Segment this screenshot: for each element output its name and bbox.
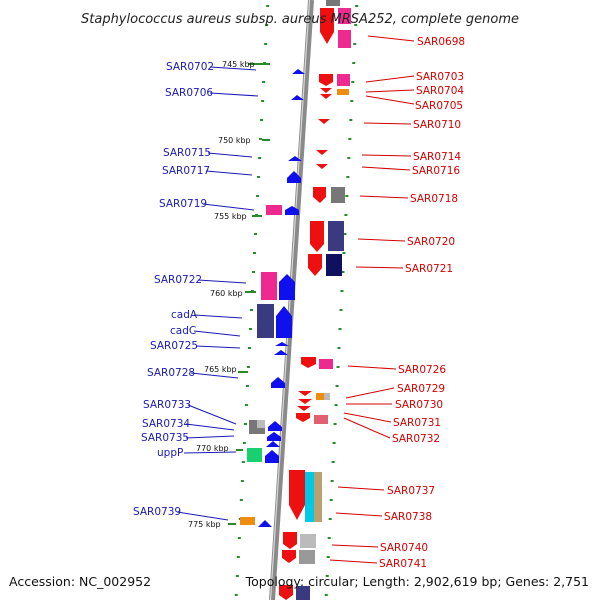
gene-label-uppp[interactable]: uppP [157,447,183,459]
accession-text: Accession: NC_002952 [9,574,151,589]
gene-label-sar0717[interactable]: SAR0717 [162,165,210,177]
kbp-765: 765 kbp [204,365,237,374]
gene-label-sar0740[interactable]: SAR0740 [380,542,428,554]
gene-label-sar0698[interactable]: SAR0698 [417,36,465,48]
gene-label-sar0737[interactable]: SAR0737 [387,485,435,497]
gene-label-sar0725[interactable]: SAR0725 [150,340,198,352]
kbp-775: 775 kbp [188,520,221,529]
gene-label-sar0728[interactable]: SAR0728 [147,367,195,379]
kbp-markers: 745 kbp 750 kbp 755 kbp 760 kbp 765 kbp … [188,60,270,529]
label-leader-lines [176,35,415,564]
topology-text: Topology: circular; Length: 2,902,619 bp… [245,574,589,589]
gene-label-sar0719[interactable]: SAR0719 [159,198,207,210]
gene-label-sar0726[interactable]: SAR0726 [398,364,446,376]
gene-label-sar0706[interactable]: SAR0706 [165,87,213,99]
kbp-755: 755 kbp [214,212,247,221]
gene-label-sar0741[interactable]: SAR0741 [379,558,427,570]
gene-label-sar0705[interactable]: SAR0705 [415,100,463,112]
gene-label-sar0718[interactable]: SAR0718 [410,193,458,205]
gene-label-sar0715[interactable]: SAR0715 [163,147,211,159]
gene-label-sar0716[interactable]: SAR0716 [412,165,460,177]
gene-label-sar0735[interactable]: SAR0735 [141,432,189,444]
right-gene-labels: SAR0698 SAR0703 SAR0704 SAR0705 SAR0710 … [379,36,465,570]
kbp-745: 745 kbp [222,60,255,69]
gene-label-cadc[interactable]: cadC [170,325,196,337]
gene-label-sar0702[interactable]: SAR0702 [166,61,214,73]
kbp-750: 750 kbp [218,136,251,145]
gene-label-sar0738[interactable]: SAR0738 [384,511,432,523]
gene-label-sar0739[interactable]: SAR0739 [133,506,181,518]
gene-features [240,0,351,600]
left-gene-labels: SAR0702 SAR0706 SAR0715 SAR0717 SAR0719 … [133,61,214,518]
gene-label-sar0710[interactable]: SAR0710 [413,119,461,131]
gene-label-sar0720[interactable]: SAR0720 [407,236,455,248]
gene-label-cada[interactable]: cadA [171,309,198,321]
gene-label-sar0729[interactable]: SAR0729 [397,383,445,395]
kbp-760: 760 kbp [210,289,243,298]
gene-label-sar0732[interactable]: SAR0732 [392,433,440,445]
gene-label-sar0704[interactable]: SAR0704 [416,85,464,97]
gene-label-sar0703[interactable]: SAR0703 [416,71,464,83]
kbp-770: 770 kbp [196,444,229,453]
gene-label-sar0721[interactable]: SAR0721 [405,263,453,275]
gene-label-sar0734[interactable]: SAR0734 [142,418,190,430]
gene-label-sar0714[interactable]: SAR0714 [413,151,461,163]
gene-label-sar0731[interactable]: SAR0731 [393,417,441,429]
gene-label-sar0722[interactable]: SAR0722 [154,274,202,286]
genome-title: Staphylococcus aureus subsp. aureus MRSA… [81,12,519,27]
gene-label-sar0733[interactable]: SAR0733 [143,399,191,411]
gene-label-sar0730[interactable]: SAR0730 [395,399,443,411]
